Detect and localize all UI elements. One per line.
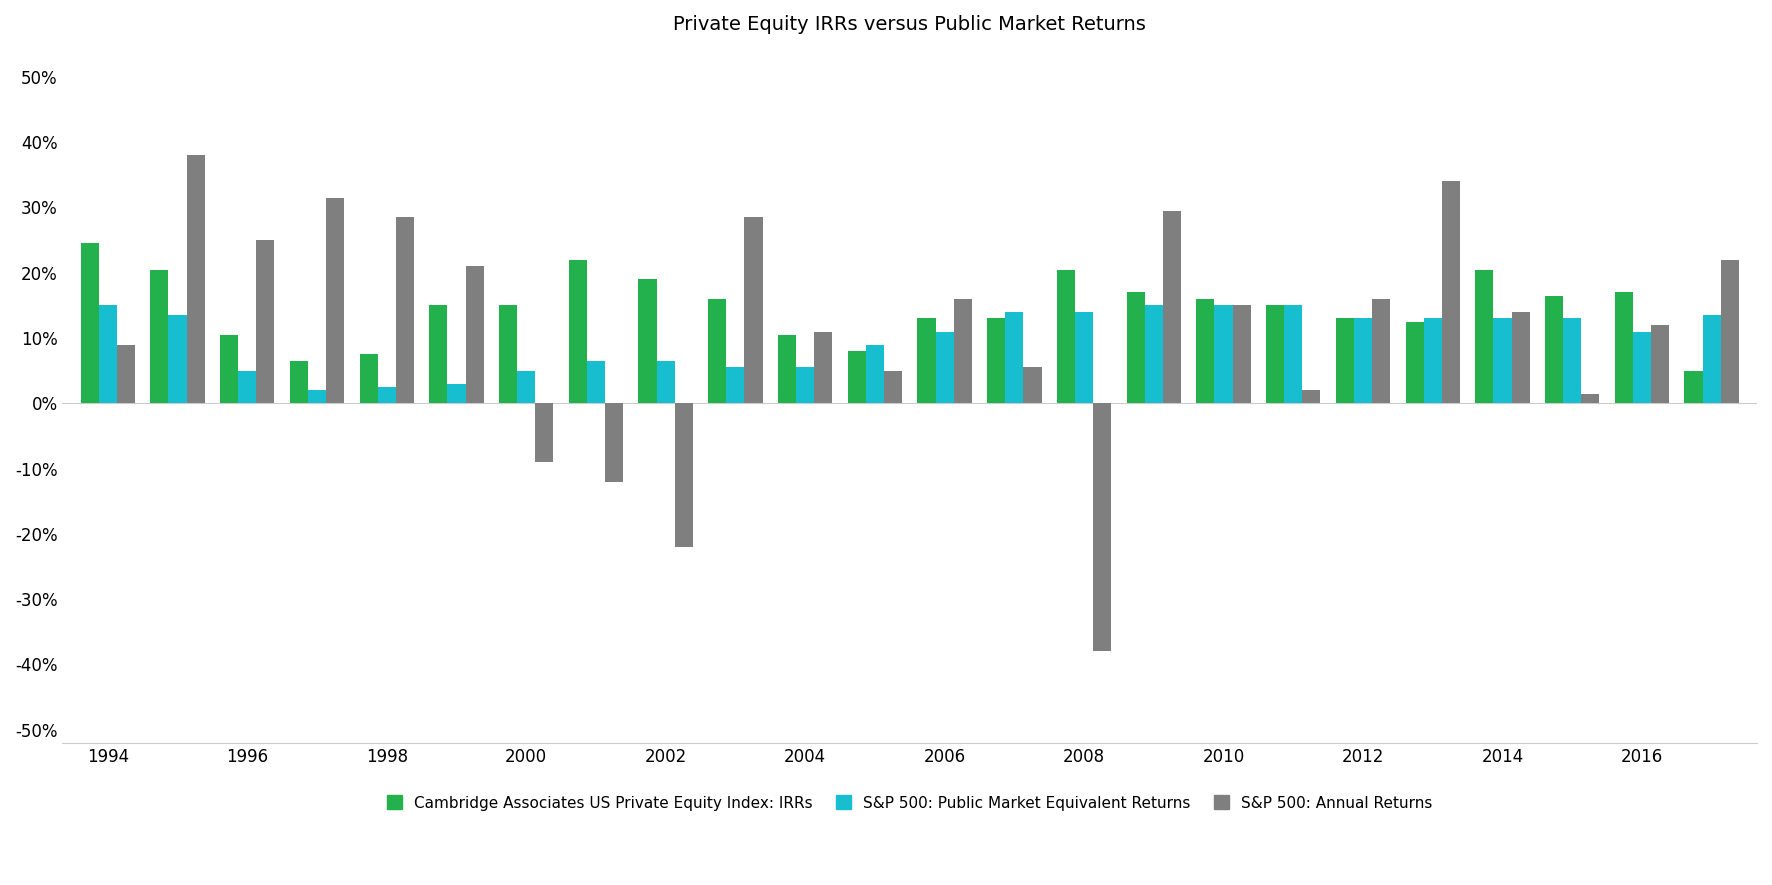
Bar — [1056, 270, 1076, 404]
Bar — [1354, 319, 1372, 404]
Bar — [847, 351, 867, 404]
Bar — [1285, 305, 1302, 404]
Bar — [1024, 367, 1042, 404]
Bar — [186, 155, 206, 404]
Bar — [918, 319, 936, 404]
Bar — [1545, 296, 1563, 404]
Bar — [377, 387, 395, 404]
Bar — [99, 305, 117, 404]
Bar — [778, 335, 796, 404]
Bar — [1512, 312, 1529, 404]
Bar — [1162, 211, 1180, 404]
Bar — [326, 197, 344, 404]
Bar — [395, 218, 415, 404]
Bar — [257, 240, 275, 404]
Bar — [117, 344, 135, 404]
Bar — [987, 319, 1005, 404]
Bar — [308, 390, 326, 404]
Bar — [1214, 305, 1233, 404]
Bar — [638, 280, 657, 404]
Bar — [1632, 332, 1652, 404]
Bar — [1005, 312, 1024, 404]
Bar — [675, 404, 693, 547]
Legend: Cambridge Associates US Private Equity Index: IRRs, S&P 500: Public Market Equiv: Cambridge Associates US Private Equity I… — [379, 788, 1441, 818]
Bar — [1685, 371, 1703, 404]
Title: Private Equity IRRs versus Public Market Returns: Private Equity IRRs versus Public Market… — [673, 15, 1146, 34]
Bar — [1233, 305, 1251, 404]
Bar — [1494, 319, 1512, 404]
Bar — [1614, 292, 1632, 404]
Bar — [360, 354, 377, 404]
Bar — [867, 344, 884, 404]
Bar — [1145, 305, 1162, 404]
Bar — [813, 332, 833, 404]
Bar — [953, 299, 971, 404]
Bar — [1721, 259, 1738, 404]
Bar — [80, 243, 99, 404]
Bar — [884, 371, 902, 404]
Bar — [604, 404, 624, 481]
Bar — [1652, 325, 1669, 404]
Bar — [466, 266, 484, 404]
Bar — [1336, 319, 1354, 404]
Bar — [1265, 305, 1285, 404]
Bar — [168, 315, 186, 404]
Bar — [1442, 181, 1460, 404]
Bar — [796, 367, 813, 404]
Bar — [291, 361, 308, 404]
Bar — [1196, 299, 1214, 404]
Bar — [569, 259, 587, 404]
Bar — [744, 218, 762, 404]
Bar — [500, 305, 517, 404]
Bar — [220, 335, 237, 404]
Bar — [1476, 270, 1494, 404]
Bar — [1423, 319, 1442, 404]
Bar — [237, 371, 257, 404]
Bar — [657, 361, 675, 404]
Bar — [1302, 390, 1320, 404]
Bar — [1076, 312, 1093, 404]
Bar — [1127, 292, 1145, 404]
Bar — [727, 367, 744, 404]
Bar — [1093, 404, 1111, 651]
Bar — [936, 332, 953, 404]
Bar — [1581, 394, 1600, 404]
Bar — [1405, 322, 1423, 404]
Bar — [709, 299, 727, 404]
Bar — [429, 305, 447, 404]
Bar — [447, 384, 466, 404]
Bar — [535, 404, 553, 462]
Bar — [1563, 319, 1581, 404]
Bar — [151, 270, 168, 404]
Bar — [1703, 315, 1721, 404]
Bar — [587, 361, 604, 404]
Bar — [517, 371, 535, 404]
Bar — [1372, 299, 1391, 404]
